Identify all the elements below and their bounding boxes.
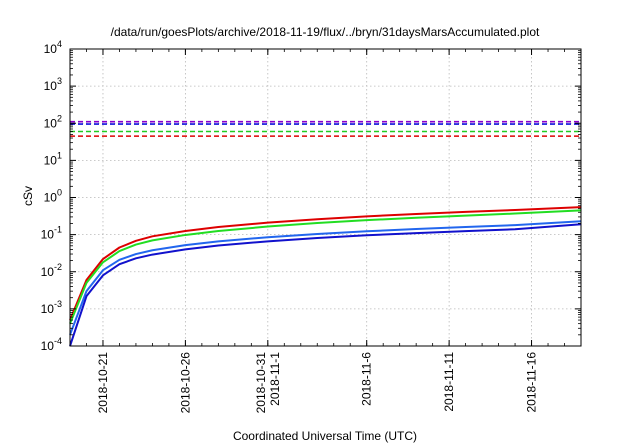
grid [70, 48, 581, 347]
x-tick-label: 2018-10-21 [96, 352, 110, 414]
y-tick-label: 10-3 [41, 299, 62, 316]
y-tick-label: 10-4 [41, 336, 62, 353]
y-tick-label: 10-1 [41, 225, 62, 242]
series-line-7 [69, 223, 582, 347]
y-axis-ticks: 10-4 10-3 10-2 10-1 100 101 102 103 104 [41, 39, 581, 353]
series-line-4 [69, 206, 582, 321]
x-tick-label: 2018-11-16 [525, 352, 539, 413]
y-axis-label: cSv [21, 186, 35, 206]
y-tick-label: 100 [44, 188, 62, 205]
y-tick-label: 102 [44, 113, 62, 130]
chart-title: /data/run/goesPlots/archive/2018-11-19/f… [111, 25, 540, 39]
y-tick-label: 101 [44, 150, 62, 167]
series-line-6 [69, 220, 582, 336]
y-tick-label: 10-2 [41, 262, 62, 279]
x-axis-ticks: 2018-10-21 2018-10-26 2018-10-31 2018-11-1 2… [69, 49, 582, 414]
y-tick-label: 103 [44, 76, 62, 93]
x-tick-label: 2018-10-31 [254, 352, 268, 414]
series-line-5 [69, 209, 582, 325]
reference-lines [70, 120, 581, 137]
x-axis-label: Coordinated Universal Time (UTC) [233, 429, 417, 443]
x-tick-label: 2018-11-11 [442, 352, 456, 412]
x-tick-label: 2018-11-6 [360, 352, 374, 406]
y-tick-label: 104 [44, 39, 62, 56]
series-lines [69, 206, 582, 347]
x-tick-label: 2018-11-1 [268, 352, 282, 406]
x-tick-label: 2018-10-26 [178, 352, 192, 414]
